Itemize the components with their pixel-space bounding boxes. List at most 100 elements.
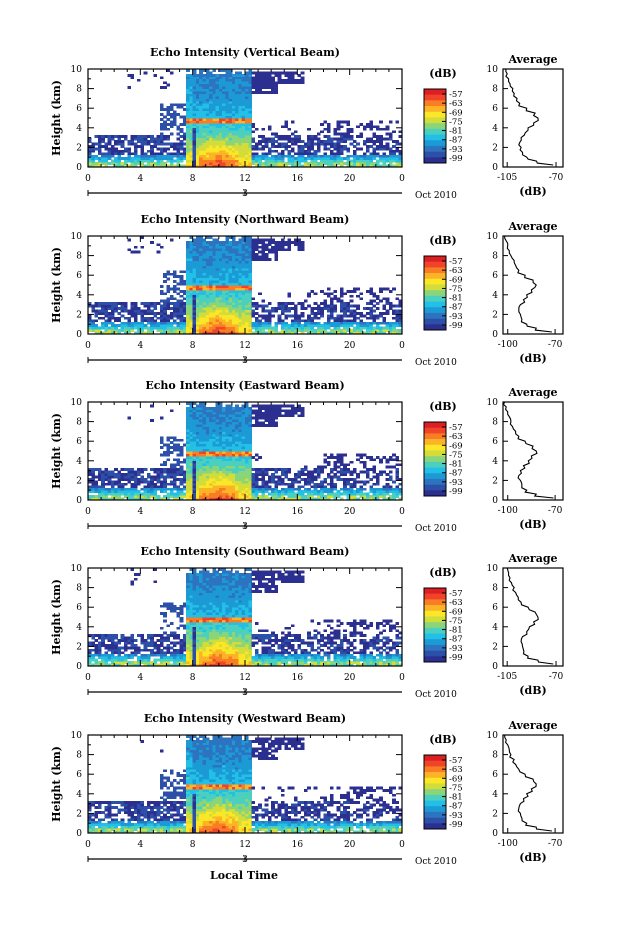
avg-y-tick-label: 4 (492, 457, 498, 467)
day-marker: 3 (242, 356, 248, 366)
colorbar-segment (424, 806, 446, 812)
colorbar-unit: (dB) (429, 400, 456, 413)
x-tick-label: 8 (190, 673, 196, 683)
y-tick-label: 8 (76, 252, 82, 262)
y-axis-label: Height (km) (50, 579, 63, 655)
date-caption: Oct 2010 (415, 358, 457, 368)
y-tick-label: 2 (76, 809, 82, 819)
avg-x-tick-label: -70 (548, 340, 563, 350)
day-marker: 3 (242, 855, 248, 865)
colorbar-unit: (dB) (429, 733, 456, 746)
avg-y-tick-label: 0 (492, 662, 498, 672)
y-axis-label: Height (km) (50, 413, 63, 489)
avg-y-tick-label: 4 (492, 124, 498, 134)
avg-y-tick-label: 0 (492, 163, 498, 173)
x-tick-label: 12 (239, 174, 250, 184)
y-tick-label: 2 (76, 642, 82, 652)
y-tick-label: 4 (76, 124, 82, 134)
avg-y-tick-label: 4 (492, 790, 498, 800)
avg-x-tick-label: -100 (498, 839, 518, 849)
colorbar-segment (424, 622, 446, 628)
avg-x-tick-label: -100 (498, 340, 518, 350)
average-profile-line (507, 568, 553, 664)
y-axis-label: Height (km) (50, 80, 63, 156)
x-tick-label: 8 (190, 174, 196, 184)
y-tick-label: 2 (76, 143, 82, 153)
colorbar-segment (424, 789, 446, 795)
heatmap-cells (88, 69, 402, 167)
y-tick-label: 2 (76, 476, 82, 486)
y-tick-label: 6 (76, 271, 82, 281)
x-tick-label: 20 (344, 341, 356, 351)
y-tick-label: 4 (76, 790, 82, 800)
y-tick-label: 0 (76, 829, 82, 839)
average-frame (503, 735, 563, 833)
colorbar-segment (424, 439, 446, 445)
colorbar-segment (424, 772, 446, 778)
avg-y-tick-label: 8 (492, 252, 498, 262)
avg-y-tick-label: 10 (487, 65, 499, 75)
y-tick-label: 10 (71, 65, 83, 75)
average-title: Average (507, 53, 557, 66)
date-caption: Oct 2010 (415, 524, 457, 534)
colorbar-segment (424, 290, 446, 296)
y-tick-label: 0 (76, 662, 82, 672)
colorbar-segment (424, 616, 446, 622)
x-tick-label: 0 (399, 673, 405, 683)
x-tick-label: 0 (399, 341, 405, 351)
y-tick-label: 0 (76, 163, 82, 173)
average-title: Average (507, 552, 557, 565)
colorbar-tick-label: -99 (449, 653, 463, 663)
average-frame (503, 236, 563, 334)
colorbar-unit: (dB) (429, 67, 456, 80)
avg-y-tick-label: 2 (492, 310, 498, 320)
average-profile-line (504, 402, 554, 498)
avg-y-tick-label: 10 (487, 398, 499, 408)
avg-y-tick-label: 6 (492, 603, 498, 613)
avg-y-tick-label: 2 (492, 476, 498, 486)
colorbar-segment (424, 319, 446, 325)
colorbar-segment (424, 262, 446, 268)
y-tick-label: 4 (76, 457, 82, 467)
y-axis-label: Height (km) (50, 746, 63, 822)
colorbar-tick-label: -99 (449, 820, 463, 830)
x-tick-label: 0 (399, 174, 405, 184)
avg-y-tick-label: 2 (492, 143, 498, 153)
colorbar-segment (424, 761, 446, 767)
x-tick-label: 0 (85, 840, 91, 850)
x-tick-label: 12 (239, 507, 250, 517)
x-tick-label: 8 (190, 507, 196, 517)
x-tick-label: 12 (239, 840, 250, 850)
x-axis-label: Local Time (210, 869, 278, 882)
avg-y-tick-label: 6 (492, 104, 498, 114)
avg-y-tick-label: 2 (492, 809, 498, 819)
y-axis-label: Height (km) (50, 247, 63, 323)
avg-x-tick-label: -70 (548, 839, 563, 849)
avg-y-tick-label: 6 (492, 271, 498, 281)
colorbar-segment (424, 123, 446, 129)
y-tick-label: 10 (71, 564, 83, 574)
x-tick-label: 20 (344, 673, 356, 683)
colorbar-segment (424, 783, 446, 789)
colorbar-segment (424, 152, 446, 158)
y-tick-label: 8 (76, 584, 82, 594)
average-frame (503, 69, 563, 167)
colorbar-segment (424, 818, 446, 824)
x-tick-label: 16 (292, 341, 304, 351)
colorbar-segment (424, 284, 446, 290)
avg-y-tick-label: 0 (492, 496, 498, 506)
avg-y-tick-label: 6 (492, 437, 498, 447)
date-caption: Oct 2010 (415, 690, 457, 700)
x-tick-label: 20 (344, 840, 356, 850)
y-tick-label: 10 (71, 731, 83, 741)
x-tick-label: 16 (292, 174, 304, 184)
y-tick-label: 10 (71, 398, 83, 408)
colorbar-tick-label: -99 (449, 154, 463, 164)
panel-title: Echo Intensity (Eastward Beam) (145, 379, 344, 392)
x-tick-label: 16 (292, 673, 304, 683)
x-tick-label: 12 (239, 673, 250, 683)
avg-x-tick-label: -70 (548, 506, 563, 516)
